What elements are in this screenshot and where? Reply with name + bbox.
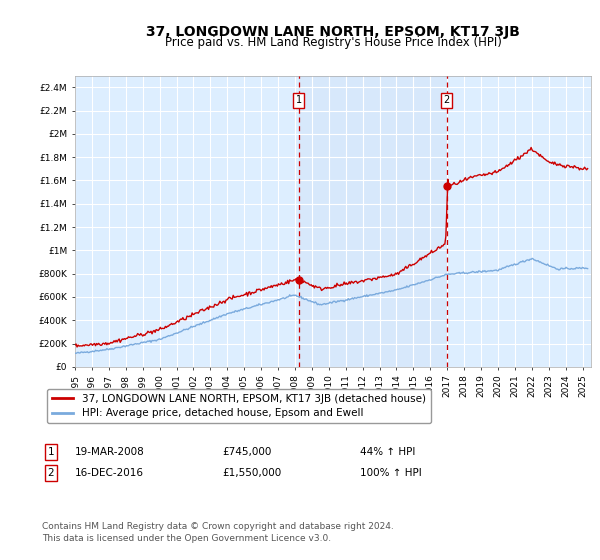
Text: 1: 1 [47, 447, 55, 457]
Text: 44% ↑ HPI: 44% ↑ HPI [360, 447, 415, 457]
Text: £1,550,000: £1,550,000 [222, 468, 281, 478]
Legend: 37, LONGDOWN LANE NORTH, EPSOM, KT17 3JB (detached house), HPI: Average price, d: 37, LONGDOWN LANE NORTH, EPSOM, KT17 3JB… [47, 389, 431, 423]
Text: 100% ↑ HPI: 100% ↑ HPI [360, 468, 422, 478]
Bar [299, 76, 446, 367]
Text: 16-DEC-2016: 16-DEC-2016 [75, 468, 144, 478]
Text: 1: 1 [296, 95, 302, 105]
Text: 37, LONGDOWN LANE NORTH, EPSOM, KT17 3JB: 37, LONGDOWN LANE NORTH, EPSOM, KT17 3JB [146, 25, 520, 39]
Text: £745,000: £745,000 [222, 447, 271, 457]
Text: 2: 2 [47, 468, 55, 478]
Text: 2: 2 [443, 95, 449, 105]
Text: Contains HM Land Registry data © Crown copyright and database right 2024.
This d: Contains HM Land Registry data © Crown c… [42, 522, 394, 543]
Text: 19-MAR-2008: 19-MAR-2008 [75, 447, 145, 457]
Text: Price paid vs. HM Land Registry's House Price Index (HPI): Price paid vs. HM Land Registry's House … [164, 36, 502, 49]
